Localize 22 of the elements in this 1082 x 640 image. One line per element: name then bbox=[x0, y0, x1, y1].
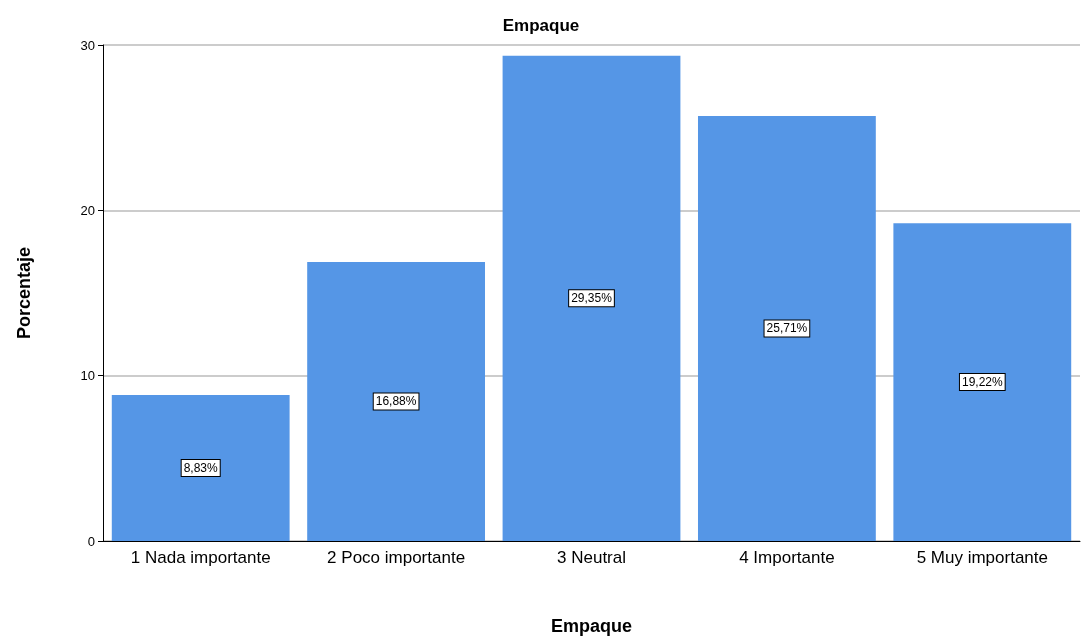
y-tick-label: 0 bbox=[87, 533, 95, 549]
bar bbox=[502, 55, 681, 541]
data-label: 29,35% bbox=[571, 291, 613, 306]
x-tick-label: 4 Importante bbox=[739, 548, 835, 567]
x-tick-label: 1 Nada importante bbox=[130, 548, 271, 567]
data-label: 19,22% bbox=[961, 375, 1003, 390]
x-tick-label: 3 Neutral bbox=[557, 548, 626, 567]
bar bbox=[307, 261, 486, 541]
y-tick-label: 10 bbox=[80, 368, 95, 384]
x-axis-title: Empaque bbox=[550, 616, 633, 636]
x-tick-label: 5 Muy importante bbox=[916, 548, 1048, 567]
data-label: 16,88% bbox=[375, 394, 417, 409]
bar bbox=[111, 395, 290, 541]
y-tick-label: 20 bbox=[80, 202, 95, 218]
y-axis-title: Porcentaje bbox=[14, 246, 34, 340]
data-label: 8,83% bbox=[183, 461, 219, 476]
chart-title: Empaque bbox=[502, 16, 580, 35]
data-label: 25,71% bbox=[766, 321, 808, 336]
x-tick-label: 2 Poco importante bbox=[327, 548, 466, 567]
y-tick-label: 30 bbox=[80, 37, 95, 53]
bar bbox=[893, 223, 1072, 541]
bar bbox=[697, 115, 876, 541]
